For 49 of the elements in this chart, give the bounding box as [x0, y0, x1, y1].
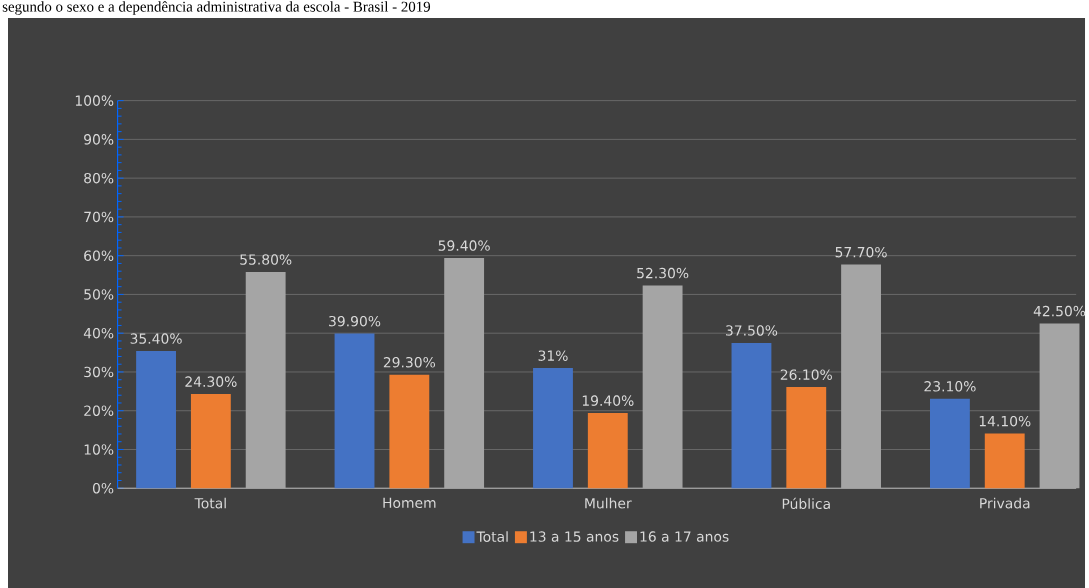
- bar: [1039, 323, 1080, 489]
- bar: [984, 433, 1025, 489]
- legend-label: Total: [476, 531, 508, 542]
- y-tick-label: 20%: [84, 405, 114, 417]
- data-label: 26.10%: [780, 369, 832, 380]
- data-label: 31%: [538, 350, 568, 361]
- bar: [190, 394, 231, 489]
- legend-label: 13 a 15 anos: [530, 531, 619, 542]
- y-tick-label: 0%: [92, 483, 114, 494]
- y-tick-label: 10%: [84, 444, 114, 455]
- bar: [587, 413, 628, 489]
- y-tick-label: 70%: [84, 211, 114, 223]
- data-label: 14.10%: [979, 415, 1031, 427]
- y-tick-label: 100%: [75, 95, 114, 106]
- data-label: 35.40%: [130, 333, 182, 344]
- bar: [642, 285, 683, 489]
- bar: [444, 258, 485, 489]
- y-tick-label: 50%: [84, 289, 114, 300]
- data-label: 29.30%: [383, 357, 436, 368]
- x-tick-label: Privada: [980, 497, 1030, 509]
- bar: [533, 368, 573, 489]
- x-tick-label: Homem: [383, 497, 436, 509]
- data-label: 23.10%: [924, 381, 976, 392]
- data-label: 57.70%: [835, 246, 887, 258]
- y-tick-label: 90%: [84, 134, 114, 145]
- y-tick-label: 80%: [84, 172, 114, 184]
- bar: [136, 351, 176, 489]
- bar: [930, 398, 970, 489]
- data-label: 59.40%: [438, 240, 490, 251]
- y-tick-label: 40%: [83, 327, 114, 339]
- bar: [841, 264, 881, 489]
- y-tick-label: 60%: [84, 250, 114, 261]
- x-tick-label: Mulher: [585, 497, 632, 509]
- data-label: 24.30%: [185, 376, 237, 387]
- data-label: 19.40%: [582, 395, 634, 406]
- data-label: 39.90%: [329, 315, 381, 327]
- data-label: 37.50%: [726, 325, 778, 336]
- x-tick-label: Pública: [782, 497, 830, 510]
- bar: [245, 272, 286, 489]
- bar: [334, 333, 375, 489]
- x-tick-label: Total: [194, 497, 226, 509]
- y-tick-label: 30%: [84, 366, 114, 378]
- legend-label: 16 a 17 anos: [640, 531, 729, 542]
- data-label: 55.80%: [240, 254, 292, 265]
- bar: [731, 342, 772, 489]
- chart-title: segundo o sexo e a dependência administrativa da escola - Brasil - 2019: [2, 1, 431, 15]
- data-label: 52.30%: [637, 267, 689, 279]
- bar: [389, 374, 430, 489]
- bar: [786, 387, 827, 489]
